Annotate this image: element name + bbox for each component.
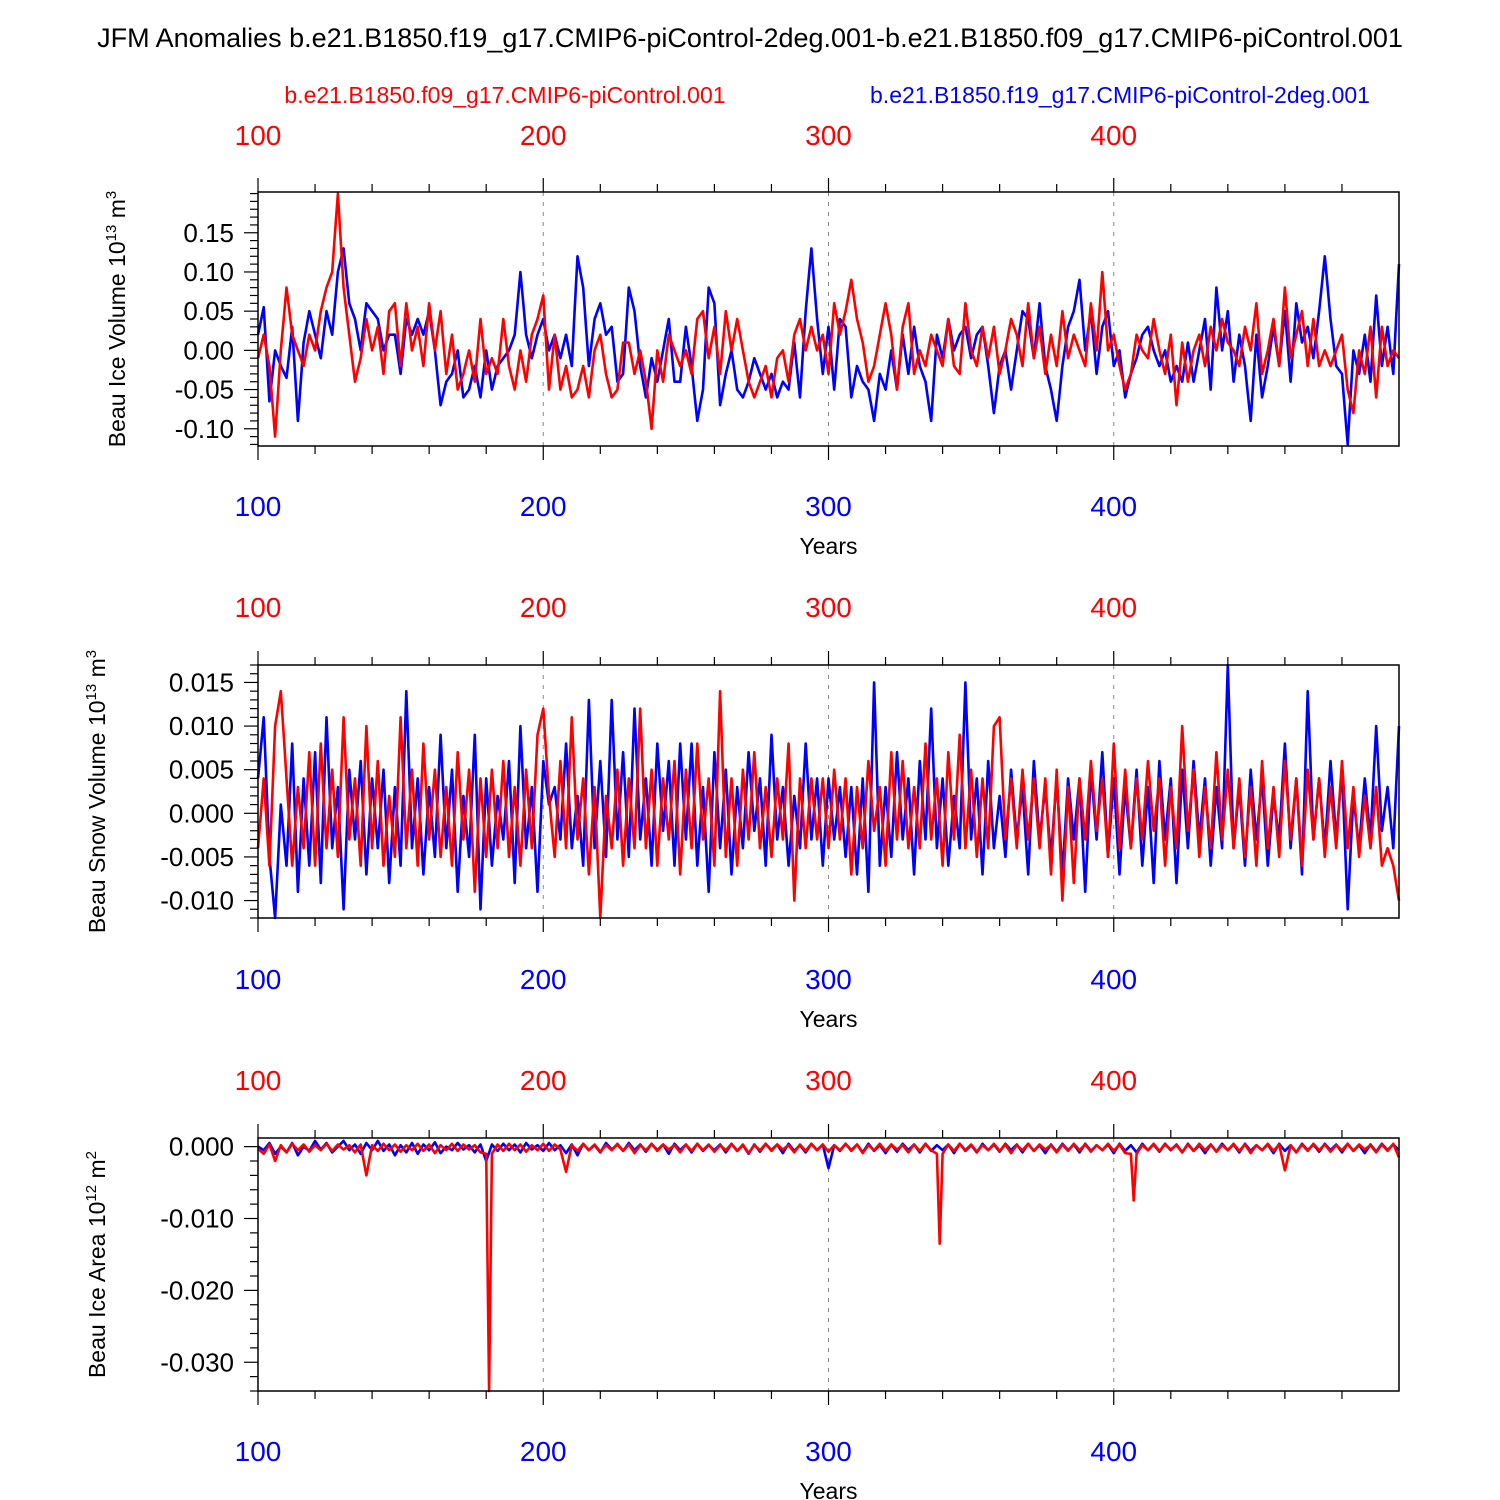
x-tick-label-top: 100: [235, 592, 282, 623]
y-tick-label: 0.005: [169, 755, 234, 785]
legend-blue-label: b.e21.B1850.f19_g17.CMIP6-piControl-2deg…: [870, 82, 1370, 108]
x-tick-label-bottom: 300: [805, 964, 852, 995]
x-tick-label-top: 200: [520, 592, 567, 623]
chart-panels: 0.150.100.050.00-0.05-0.1010010020020030…: [83, 120, 1401, 1500]
y-axis-label-main: Beau Ice Volume 10: [104, 241, 130, 447]
chart-ice-area: 0.000 -0.010 -0.020 -0.030 100 100 200 200 300 30…: [83, 1065, 1401, 1500]
x-tick-label-top: 300: [805, 592, 852, 623]
legend-red-label: b.e21.B1850.f09_g17.CMIP6-piControl.001: [284, 82, 725, 108]
chart-ice-volume: 0.15 0.10 0.05 0.00 -0.05 -0.10 100 100 200 200 30…: [103, 120, 1401, 559]
y-axis-label: Beau Ice Area 1012 m2: [83, 1151, 110, 1378]
y-tick-label: 0.00: [183, 335, 234, 365]
x-tick-label-bottom: 400: [1090, 491, 1137, 522]
y-tick-label: 0.015: [169, 667, 234, 697]
series-line-blue: [256, 663, 1401, 920]
y-axis-label-unit: m: [104, 199, 130, 225]
y-tick-label: -0.030: [160, 1347, 234, 1377]
series-line-blue: [256, 247, 1401, 446]
x-tick-label-top: 100: [235, 120, 282, 151]
chart-snow-volume: 0.015 0.010 0.005 0.000 -0.005 -0.010 100 100 20…: [83, 592, 1401, 1032]
x-tick-label-bottom: 300: [805, 491, 852, 522]
x-tick-label-bottom: 300: [805, 1436, 852, 1467]
x-tick-label-bottom: 400: [1090, 964, 1137, 995]
y-tick-label: -0.10: [175, 414, 234, 444]
plot-frame: [257, 1137, 1400, 1392]
x-tick-label-bottom: 200: [520, 1436, 567, 1467]
y-tick-label: -0.020: [160, 1275, 234, 1305]
x-tick-label-top: 200: [520, 1065, 567, 1096]
x-tick-label-top: 400: [1090, 1065, 1137, 1096]
x-tick-label-top: 100: [235, 1065, 282, 1096]
y-axis-label-unit-exponent: 3: [83, 650, 100, 658]
x-tick-label-top: 300: [805, 120, 852, 151]
y-axis-label-exponent: 13: [83, 684, 100, 701]
y-axis-label-unit: m: [84, 658, 110, 684]
y-axis-label: Beau Snow Volume 1013 m3: [83, 650, 110, 933]
series-line-red: [256, 192, 1401, 438]
y-axis-label-unit-exponent: 2: [83, 1151, 100, 1159]
x-tick-label-top: 300: [805, 1065, 852, 1096]
series-line-red: [256, 689, 1401, 920]
x-tick-label-top: 200: [520, 120, 567, 151]
y-axis-label-main: Beau Snow Volume 10: [84, 700, 110, 933]
x-tick-label-bottom: 100: [235, 491, 282, 522]
y-tick-label: -0.010: [160, 1204, 234, 1234]
y-axis-label-unit: m: [84, 1159, 110, 1185]
x-tick-label-bottom: 200: [520, 491, 567, 522]
y-tick-label: -0.010: [160, 886, 234, 916]
y-axis-label-main: Beau Ice Area 10: [84, 1202, 110, 1378]
series-line-red: [257, 1142, 1401, 1393]
y-tick-label: 0.15: [183, 218, 234, 248]
x-tick-label-bottom: 400: [1090, 1436, 1137, 1467]
y-tick-label: -0.005: [160, 842, 234, 872]
x-tick-label-bottom: 100: [235, 964, 282, 995]
y-axis-label: Beau Ice Volume 1013 m3: [103, 191, 130, 447]
y-axis-label-exponent: 12: [83, 1185, 100, 1202]
x-axis-label: Years: [800, 533, 858, 559]
y-tick-label: 0.000: [169, 798, 234, 828]
y-axis-label-exponent: 13: [103, 225, 120, 242]
y-tick-label: 0.10: [183, 257, 234, 287]
y-tick-label: -0.05: [175, 375, 234, 405]
y-tick-label: 0.010: [169, 711, 234, 741]
x-tick-label-top: 400: [1090, 592, 1137, 623]
x-tick-label-bottom: 200: [520, 964, 567, 995]
x-axis-label: Years: [800, 1478, 858, 1500]
x-tick-label-top: 400: [1090, 120, 1137, 151]
x-axis-label: Years: [800, 1006, 858, 1032]
y-axis-label-unit-exponent: 3: [103, 191, 120, 199]
figure-title: JFM Anomalies b.e21.B1850.f19_g17.CMIP6-…: [97, 23, 1403, 53]
y-tick-label: 0.000: [169, 1132, 234, 1162]
y-tick-label: 0.05: [183, 296, 234, 326]
x-tick-label-bottom: 100: [235, 1436, 282, 1467]
